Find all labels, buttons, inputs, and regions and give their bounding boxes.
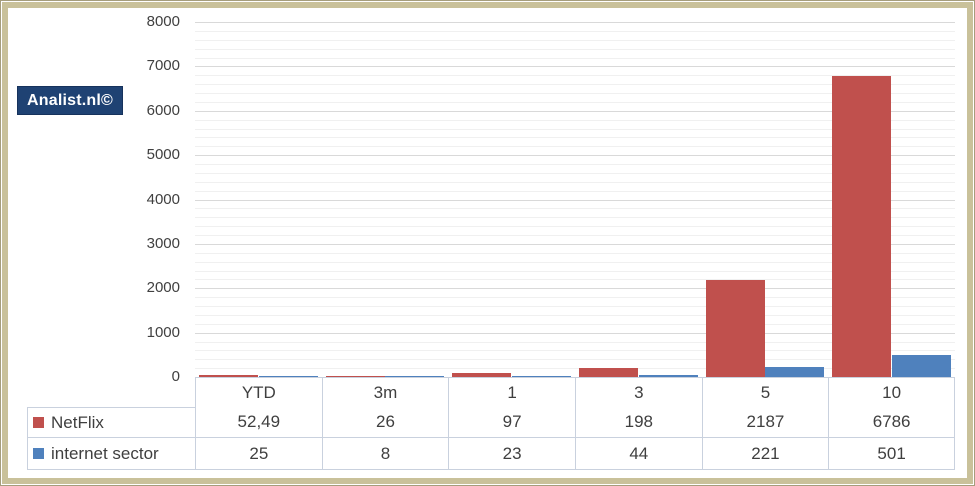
gridline-minor: [195, 101, 955, 103]
analist-logo: Analist.nl©: [17, 86, 123, 115]
value-cell: 26: [321, 407, 449, 438]
gridline-minor: [195, 226, 955, 228]
column-header-cell: 3m: [321, 377, 449, 407]
gridline-major: [195, 288, 955, 290]
column-header-cell: 5: [701, 377, 829, 407]
gridline-major: [195, 332, 955, 334]
gridline-minor: [195, 172, 955, 174]
value-cell: 221: [701, 438, 829, 470]
bar-netflix: [832, 76, 892, 377]
y-tick-label: 7000: [146, 57, 180, 75]
column-header-cell: 3: [574, 377, 702, 407]
gridline-minor: [195, 84, 955, 86]
gridline-minor: [195, 261, 955, 263]
value-cell: 25: [195, 438, 322, 470]
y-tick-label: 5000: [146, 146, 180, 164]
gridline-minor: [195, 314, 955, 316]
gridline-minor: [195, 30, 955, 32]
legend-item-netflix: NetFlix: [27, 407, 195, 438]
gridline-minor: [195, 270, 955, 272]
gridline-minor: [195, 93, 955, 94]
column-header-cell: 1: [448, 377, 575, 407]
legend-swatch-netflix: [33, 417, 44, 428]
gridline-minor: [195, 164, 955, 165]
y-axis: 0 1000 2000 3000 4000 5000 6000 7000 8000: [90, 0, 180, 385]
gridline-minor: [195, 341, 955, 343]
gridline-minor: [195, 137, 955, 139]
gridline-major: [195, 155, 955, 157]
y-tick-label: 2000: [146, 279, 180, 297]
bar-netflix: [705, 280, 765, 377]
value-cell: 97: [448, 407, 575, 438]
gridline-minor: [195, 235, 955, 236]
bar-internet-sector: [511, 376, 571, 377]
y-tick-label: 3000: [146, 234, 180, 252]
gridline-minor: [195, 368, 955, 370]
bar-netflix: [199, 375, 258, 377]
gridline-minor: [195, 323, 955, 325]
column-header-cell: 10: [828, 377, 955, 407]
gridline-minor: [195, 359, 955, 361]
legend-swatch-internet-sector: [33, 448, 44, 459]
bar-netflix: [452, 373, 512, 377]
analist-logo-text: Analist.nl©: [27, 91, 113, 109]
gridline-minor: [195, 57, 955, 59]
table-corner-cell: [27, 377, 195, 407]
bar-internet-sector: [258, 376, 318, 377]
gridline-minor: [195, 75, 955, 77]
value-cell: 44: [574, 438, 702, 470]
gridline-major: [195, 66, 955, 68]
gridline-minor: [195, 190, 955, 192]
gridline-minor: [195, 119, 955, 121]
gridline-minor: [195, 306, 955, 307]
value-cell: 23: [448, 438, 575, 470]
gridline-minor: [195, 297, 955, 299]
gridline-major: [195, 243, 955, 245]
value-cell: 8: [321, 438, 449, 470]
y-tick-label: 6000: [146, 101, 180, 119]
bar-internet-sector: [891, 355, 951, 377]
data-table: YTD 3m 1 3 5 10 NetFlix 52,49 26 97 198 2187 6786 int…: [27, 377, 955, 470]
gridline-minor: [195, 128, 955, 130]
value-cell: 6786: [828, 407, 955, 438]
bar-netflix: [325, 376, 385, 377]
gridline-major: [195, 110, 955, 112]
value-cell: 2187: [701, 407, 829, 438]
gridline-minor: [195, 48, 955, 50]
value-cell: 198: [574, 407, 702, 438]
y-tick-label: 1000: [146, 323, 180, 341]
bar-internet-sector: [765, 367, 825, 377]
gridline-minor: [195, 208, 955, 210]
gridline-minor: [195, 217, 955, 219]
gridline-major: [195, 22, 955, 23]
value-cell: 501: [828, 438, 955, 470]
column-header-cell: YTD: [195, 377, 322, 407]
legend-label: NetFlix: [51, 412, 104, 432]
gridline-major: [195, 199, 955, 201]
plot-area: [195, 22, 955, 377]
gridline-minor: [195, 279, 955, 281]
bar-internet-sector: [385, 376, 445, 377]
bar-internet-sector: [638, 375, 698, 377]
gridline-minor: [195, 146, 955, 148]
y-tick-label: 0: [171, 368, 180, 385]
gridline-minor: [195, 39, 955, 41]
bar-netflix: [579, 368, 638, 377]
value-cell: 52,49: [195, 407, 322, 438]
legend-item-internet-sector: internet sector: [27, 438, 195, 470]
gridline-minor: [195, 181, 955, 183]
y-tick-label: 8000: [146, 13, 180, 30]
y-tick-label: 4000: [146, 190, 180, 208]
gridline-minor: [195, 252, 955, 254]
legend-label: internet sector: [51, 443, 159, 463]
gridline-minor: [195, 350, 955, 352]
